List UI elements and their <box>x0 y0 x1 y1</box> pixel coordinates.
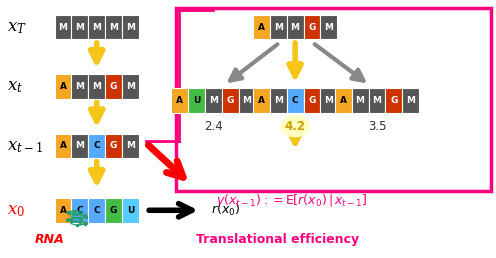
Text: M: M <box>75 23 84 31</box>
Text: A: A <box>258 23 265 31</box>
Text: M: M <box>92 23 101 31</box>
Bar <box>239 88 255 113</box>
Text: U: U <box>193 96 200 105</box>
Text: A: A <box>60 206 66 215</box>
Ellipse shape <box>280 115 310 137</box>
Text: $x_0$: $x_0$ <box>7 201 25 219</box>
Text: M: M <box>126 23 135 31</box>
Bar <box>205 88 222 113</box>
Bar <box>122 74 139 99</box>
Text: G: G <box>309 96 315 105</box>
Bar <box>55 74 71 99</box>
Text: M: M <box>372 96 381 105</box>
Text: M: M <box>406 96 415 105</box>
Text: M: M <box>324 23 333 31</box>
Bar <box>369 88 385 113</box>
Bar <box>122 198 139 222</box>
Bar <box>253 88 270 113</box>
Text: M: M <box>75 141 84 150</box>
Bar <box>105 198 122 222</box>
Text: $v(x_{t-1}) := \mathrm{E}[r(x_0)\,|\,x_{t-1}]$: $v(x_{t-1}) := \mathrm{E}[r(x_0)\,|\,x_{… <box>216 192 368 208</box>
Bar <box>122 134 139 158</box>
Bar <box>71 15 88 39</box>
Text: G: G <box>110 206 117 215</box>
Text: $x_{t-1}$: $x_{t-1}$ <box>7 137 43 155</box>
Text: A: A <box>258 96 265 105</box>
Bar <box>402 88 419 113</box>
Text: M: M <box>126 141 135 150</box>
Text: M: M <box>274 23 283 31</box>
Text: M: M <box>59 23 67 31</box>
Text: $r(x_0)$: $r(x_0)$ <box>211 202 240 218</box>
Text: C: C <box>292 96 299 105</box>
Text: 2.4: 2.4 <box>204 120 223 133</box>
Text: C: C <box>93 206 100 215</box>
Text: M: M <box>356 96 365 105</box>
Bar <box>105 134 122 158</box>
Text: M: M <box>291 23 300 31</box>
Bar <box>270 88 287 113</box>
Text: M: M <box>209 96 218 105</box>
Text: Translational efficiency: Translational efficiency <box>196 233 359 246</box>
Bar <box>222 88 239 113</box>
Bar <box>122 15 139 39</box>
Bar <box>188 88 205 113</box>
Bar <box>88 74 105 99</box>
Bar <box>55 134 71 158</box>
Bar <box>335 88 352 113</box>
Bar <box>105 15 122 39</box>
Text: M: M <box>324 96 333 105</box>
Text: 4.2: 4.2 <box>285 120 306 133</box>
Text: G: G <box>309 23 315 31</box>
Text: U: U <box>127 206 134 215</box>
Bar <box>55 198 71 222</box>
Bar <box>55 15 71 39</box>
Text: M: M <box>126 82 135 91</box>
Bar <box>320 15 337 39</box>
Bar <box>88 15 105 39</box>
Bar <box>71 198 88 222</box>
Text: M: M <box>75 82 84 91</box>
Text: G: G <box>110 82 117 91</box>
Text: $x_t$: $x_t$ <box>7 77 23 95</box>
Bar <box>88 198 105 222</box>
Text: A: A <box>340 96 347 105</box>
Text: 3.5: 3.5 <box>368 120 386 133</box>
Text: A: A <box>60 141 66 150</box>
Bar <box>287 15 304 39</box>
Text: A: A <box>176 96 183 105</box>
Text: M: M <box>92 82 101 91</box>
Bar <box>352 88 369 113</box>
Text: A: A <box>60 82 66 91</box>
Text: G: G <box>227 96 234 105</box>
Text: M: M <box>243 96 251 105</box>
Bar <box>71 134 88 158</box>
Bar <box>304 15 320 39</box>
Bar <box>253 15 270 39</box>
Bar <box>287 88 304 113</box>
Text: M: M <box>274 96 283 105</box>
Bar <box>176 8 491 191</box>
Bar <box>88 134 105 158</box>
Bar <box>71 74 88 99</box>
Bar <box>270 15 287 39</box>
Bar <box>385 88 402 113</box>
Text: C: C <box>76 206 83 215</box>
Text: G: G <box>110 141 117 150</box>
Bar <box>320 88 337 113</box>
Bar <box>105 74 122 99</box>
Text: $x_T$: $x_T$ <box>7 18 27 36</box>
Text: G: G <box>390 96 397 105</box>
Text: C: C <box>93 141 100 150</box>
Text: RNA: RNA <box>35 233 64 246</box>
Bar <box>171 88 188 113</box>
Bar <box>304 88 320 113</box>
Text: M: M <box>109 23 118 31</box>
